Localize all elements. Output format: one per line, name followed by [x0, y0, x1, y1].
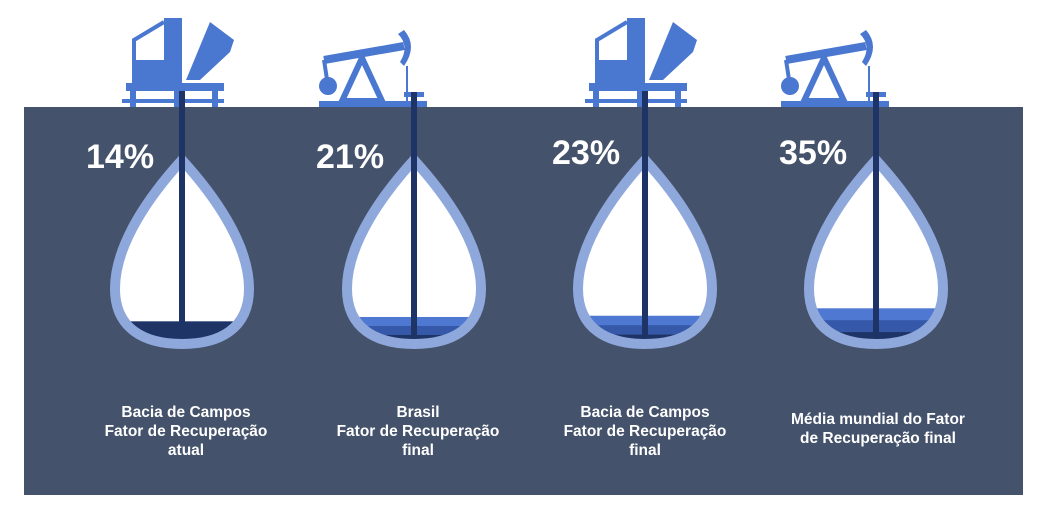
well-2-caption: Brasil Fator de Recuperação final: [303, 403, 533, 460]
reservoir-outline: [803, 152, 949, 350]
caption-line: final: [629, 442, 661, 459]
platform-deck: [589, 83, 687, 91]
well-pipe: [179, 107, 185, 336]
crane-arm: [595, 20, 629, 60]
pumpjack-icon: [781, 30, 889, 107]
platform-module: [132, 60, 172, 83]
wellhead: [642, 91, 648, 107]
reservoir-outline: [341, 152, 487, 350]
oil-layer: [809, 332, 943, 344]
well-4: [781, 30, 949, 350]
pumpjack-icon: [319, 30, 427, 107]
well-pipe: [411, 107, 417, 336]
wellhead: [411, 92, 417, 107]
well-3-percent: 23%: [552, 134, 621, 172]
caption-line: Fator de Recuperação: [336, 423, 500, 440]
well-3-caption: Bacia de Campos Fator de Recuperação fin…: [530, 403, 760, 460]
platform-brace: [585, 99, 687, 103]
offshore-platform-icon: [585, 18, 697, 107]
well-2-percent: 21%: [316, 138, 385, 176]
samson-post: [799, 50, 849, 104]
derrick: [164, 18, 182, 83]
reservoir-outline: [109, 152, 255, 350]
well-pipe: [873, 107, 879, 336]
walking-beam: [323, 42, 405, 64]
pitman-arm: [784, 59, 792, 87]
caption-line: Fator de Recuperação: [563, 423, 727, 440]
crane-arm: [132, 20, 166, 60]
derrick: [627, 18, 645, 83]
well-1-caption: Bacia de Campos Fator de Recuperação atu…: [71, 403, 301, 460]
platform-deck: [126, 83, 224, 91]
caption-line: Brasil: [396, 404, 440, 421]
caption-line: final: [402, 442, 434, 459]
platform-module: [595, 60, 635, 83]
caption-line: Bacia de Campos: [121, 404, 251, 421]
well-pipe: [642, 107, 648, 336]
horse-head: [860, 30, 873, 66]
well-4-percent: 35%: [779, 134, 848, 172]
well-1: [109, 18, 255, 350]
offshore-platform-icon: [122, 18, 234, 107]
caption-line: Média mundial do Fator: [791, 411, 965, 428]
wellhead: [179, 91, 185, 107]
caption-line: atual: [167, 442, 205, 459]
walking-beam: [785, 42, 867, 64]
well-2: [319, 30, 487, 350]
well-4-caption: Média mundial do Fator de Recuperação fi…: [763, 410, 993, 448]
flare-boom: [649, 22, 697, 80]
horse-head: [398, 30, 411, 66]
reservoir-outline: [572, 152, 718, 350]
samson-post: [337, 50, 387, 104]
caption-line: de Recuperação final: [800, 430, 956, 447]
caption-line: Bacia de Campos: [580, 404, 710, 421]
well-3: [572, 18, 718, 350]
wellhead: [873, 92, 879, 107]
pitman-arm: [322, 59, 330, 87]
well-1-percent: 14%: [86, 138, 155, 176]
caption-line: Fator de Recuperação: [104, 423, 268, 440]
flare-boom: [186, 22, 234, 80]
platform-brace: [122, 99, 224, 103]
